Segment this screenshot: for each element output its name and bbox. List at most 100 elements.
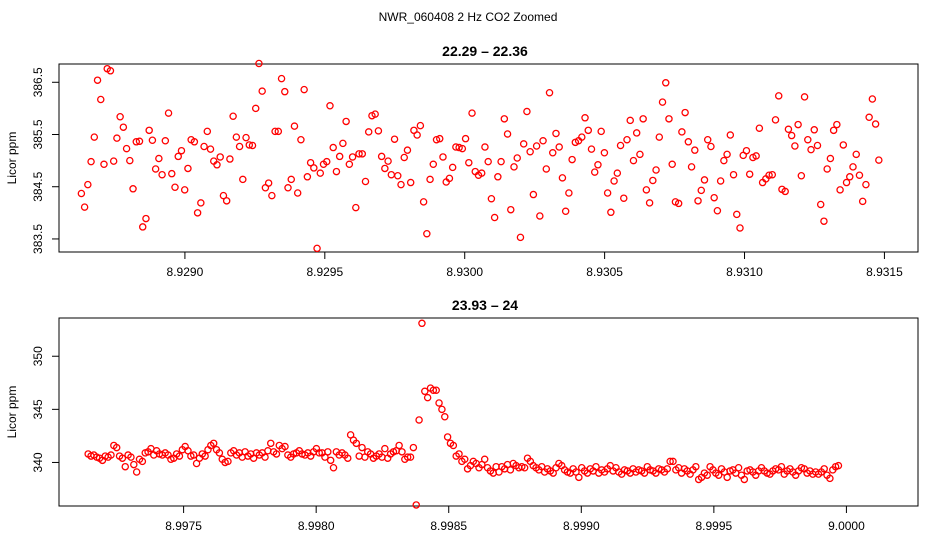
top-data-point <box>177 146 186 155</box>
top-data-point <box>435 134 444 143</box>
bottom-x-tick-label: 9.0000 <box>828 519 865 533</box>
top-data-point <box>374 127 383 135</box>
bottom-data-point <box>201 452 209 460</box>
top-data-point <box>322 157 331 166</box>
top-data-point <box>629 156 638 165</box>
bottom-data-point <box>734 464 743 472</box>
top-data-point <box>148 136 157 144</box>
top-data-point <box>610 177 618 185</box>
bottom-data-point <box>669 457 677 466</box>
top-data-point <box>855 171 864 179</box>
top-data-point <box>219 191 228 200</box>
top-data-point <box>665 115 673 123</box>
top-data-point <box>80 203 89 211</box>
bottom-panel-title: 23.93 – 24 <box>452 297 518 313</box>
top-data-point <box>523 107 531 116</box>
top-data-point <box>600 149 609 157</box>
top-data-point <box>119 123 128 131</box>
bottom-data-point <box>520 464 529 472</box>
top-data-point <box>445 174 454 183</box>
bottom-data-point <box>418 319 426 328</box>
top-data-point <box>774 92 783 100</box>
bottom-data-point <box>358 443 366 452</box>
top-data-point <box>477 169 486 177</box>
top-data-point <box>297 135 305 144</box>
bottom-data-point <box>435 399 443 407</box>
top-data-point <box>397 180 405 189</box>
top-data-point <box>306 158 315 167</box>
top-data-point <box>784 125 793 134</box>
bottom-data-point <box>640 469 649 477</box>
top-data-point <box>868 95 877 103</box>
bottom-data-point <box>663 465 672 473</box>
top-data-point <box>681 108 689 117</box>
top-data-point <box>558 174 567 182</box>
top-data-point <box>846 173 854 181</box>
top-data-point <box>258 87 266 95</box>
bottom-data-point <box>443 433 452 441</box>
top-data-point <box>833 120 841 129</box>
top-data-point <box>461 134 470 143</box>
top-data-point <box>200 142 208 151</box>
top-data-point <box>384 157 392 165</box>
top-data-point <box>584 126 593 135</box>
bottom-data-point <box>480 455 489 464</box>
bottom-data-point <box>415 416 423 424</box>
top-data-point <box>716 177 725 185</box>
top-data-point <box>729 170 738 179</box>
top-data-point <box>171 183 179 191</box>
top-data-point <box>245 141 254 149</box>
top-data-point <box>168 169 176 178</box>
top-data-point <box>106 67 115 75</box>
top-data-point <box>129 185 137 193</box>
top-data-point <box>206 145 215 153</box>
top-data-point <box>816 200 825 209</box>
top-data-point <box>197 199 205 207</box>
top-data-point <box>639 115 647 123</box>
bottom-data-point <box>703 471 711 479</box>
top-data-point <box>381 164 389 173</box>
top-data-point <box>390 135 399 143</box>
bottom-data-point <box>723 473 731 482</box>
top-data-point <box>100 160 108 169</box>
top-data-point <box>526 147 534 156</box>
top-data-point <box>820 217 828 225</box>
top-y-tick-label: 383.5 <box>31 224 45 254</box>
top-data-point <box>329 143 337 152</box>
top-data-point <box>342 117 350 126</box>
top-data-point <box>268 191 276 200</box>
top-data-point <box>255 59 263 68</box>
top-data-point <box>555 143 563 151</box>
top-data-point <box>603 189 612 197</box>
top-data-point <box>684 138 693 146</box>
bottom-data-point <box>455 450 463 458</box>
top-data-point <box>281 87 289 96</box>
top-data-point <box>771 116 780 124</box>
top-data-point <box>142 214 150 223</box>
bottom-data-point <box>395 441 403 450</box>
top-data-point <box>703 135 712 144</box>
top-data-point <box>678 128 686 136</box>
bottom-data-point <box>112 443 121 452</box>
top-data-point <box>513 154 521 162</box>
top-data-point <box>636 150 644 159</box>
top-data-point <box>794 120 802 129</box>
top-data-point <box>406 178 415 187</box>
bottom-data-point <box>209 439 218 448</box>
top-data-point <box>87 157 95 166</box>
top-y-tick-label: 386.5 <box>31 67 45 97</box>
top-data-point <box>300 85 308 94</box>
top-data-point <box>145 126 153 135</box>
top-data-point <box>797 172 806 180</box>
bottom-data-point <box>826 474 834 483</box>
top-x-axis: 8.9290 8.9295 8.9300 8.9305 8.9310 8.9315 <box>167 252 903 279</box>
top-data-point <box>284 184 292 192</box>
top-data-point <box>510 163 518 171</box>
bottom-data-point <box>315 449 323 457</box>
top-data-point <box>726 131 735 139</box>
top-data-point <box>109 157 118 165</box>
top-data-point <box>487 194 496 203</box>
top-data-point <box>180 186 189 194</box>
top-data-point <box>151 165 160 173</box>
top-data-point <box>829 126 838 135</box>
